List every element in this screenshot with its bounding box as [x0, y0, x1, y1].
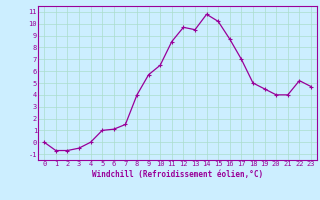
X-axis label: Windchill (Refroidissement éolien,°C): Windchill (Refroidissement éolien,°C) — [92, 170, 263, 179]
